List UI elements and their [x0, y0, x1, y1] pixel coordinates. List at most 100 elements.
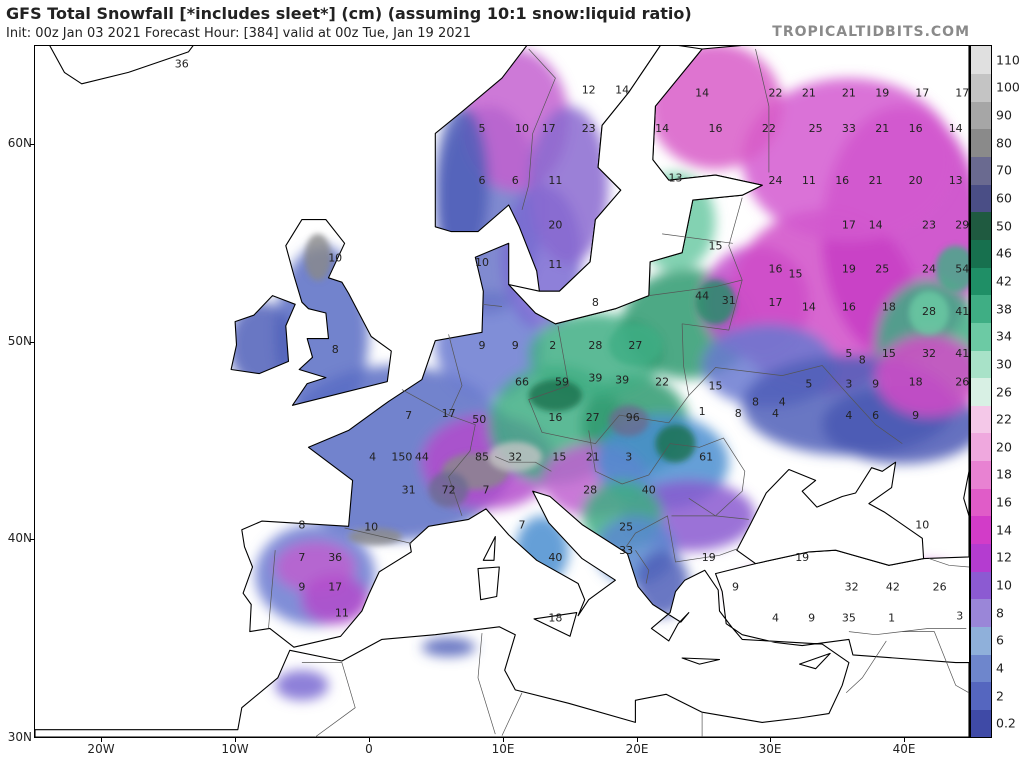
snow-amount-label: 10	[328, 251, 342, 264]
lat-label-60n: 60N	[7, 136, 32, 150]
lat-tick	[30, 144, 35, 145]
border-line	[845, 640, 887, 694]
snow-amount-label: 27	[586, 411, 600, 424]
snowfall-heavy-shading	[304, 233, 969, 546]
lon-tick	[369, 737, 370, 742]
snow-amount-label: 17	[542, 122, 556, 135]
colorbar-level-label: 22	[996, 411, 1012, 427]
snow-amount-label: 2	[549, 339, 556, 352]
snow-amount-label: 17	[915, 86, 929, 99]
snow-amount-label: 21	[802, 86, 816, 99]
lon-tick	[770, 737, 771, 742]
snow-amount-label: 6	[512, 174, 519, 187]
colorbar-level-label: 16	[996, 494, 1012, 510]
colorbar-segment	[971, 294, 991, 323]
colorbar-segment	[971, 515, 991, 544]
snow-amount-label: 11	[335, 607, 349, 620]
snow-amount-label: 19	[875, 86, 889, 99]
snow-amount-label: 8	[859, 353, 866, 366]
snow-amount-label: 9	[912, 409, 919, 422]
snow-amount-label: 31	[722, 294, 736, 307]
colorbar-level-label: 70	[996, 162, 1012, 178]
snow-amount-label: 40	[642, 483, 656, 496]
snow-amount-label: 3	[625, 451, 632, 464]
snow-amount-label: 14	[655, 122, 669, 135]
map-subtitle: Init: 00z Jan 03 2021 Forecast Hour: [38…	[6, 26, 472, 41]
snow-amount-label: 1	[699, 405, 706, 418]
snow-amount-label: 39	[588, 372, 602, 385]
colorbar-segment	[971, 405, 991, 434]
coastline	[482, 536, 496, 561]
coastline	[533, 612, 578, 637]
snow-amount-label: 9	[732, 581, 739, 594]
snow-amount-label: 42	[886, 581, 900, 594]
snow-amount-label: 14	[869, 218, 883, 231]
snow-amount-label: 15	[552, 451, 566, 464]
snow-amount-label: 40	[548, 551, 562, 564]
colorbar-level-label: 30	[996, 356, 1012, 372]
colorbar-segment	[971, 432, 991, 462]
colorbar-segment	[971, 709, 991, 738]
colorbar-level-label: 38	[996, 301, 1012, 317]
black-sea	[736, 461, 925, 566]
snow-amount-label: 25	[875, 263, 889, 276]
snow-amount-label: 4	[369, 451, 376, 464]
colorbar-segment	[971, 377, 991, 406]
border-line	[688, 365, 903, 444]
border-line	[301, 662, 356, 737]
snow-amount-label: 25	[809, 122, 823, 135]
snow-amount-label: 41	[955, 305, 969, 318]
border-line	[495, 456, 552, 472]
colorbar-segment	[971, 267, 991, 296]
snow-amount-label: 9	[298, 581, 305, 594]
snow-amount-label: 9	[512, 339, 519, 352]
snow-amount-label: 41	[955, 347, 969, 360]
border-line	[344, 527, 412, 544]
snow-amount-label: 17	[955, 86, 969, 99]
snow-amount-label: 14	[802, 301, 816, 314]
snow-amount-label: 7	[519, 519, 526, 532]
border-line	[481, 303, 503, 307]
snow-amount-label: 28	[922, 305, 936, 318]
snow-amount-label: 7	[483, 483, 490, 496]
colorbar-level-label: 18	[996, 466, 1012, 482]
snow-amount-label: 32	[508, 451, 522, 464]
snow-amount-label: 5	[479, 122, 486, 135]
colorbar-segment	[971, 46, 991, 75]
colorbar-segment	[971, 322, 991, 351]
snow-amount-label: 16	[909, 122, 923, 135]
lon-tick	[101, 737, 102, 742]
colorbar-segment	[971, 543, 991, 572]
coastline	[230, 295, 296, 375]
snow-amount-label: 4	[772, 611, 779, 624]
snow-amount-label: 16	[842, 301, 856, 314]
snowfall-map: 36 13 15 15 31 44 27 28 39 39 22 15 8 4 5 3 9 18 26 9 6 4 8 5 15…	[34, 45, 970, 738]
colorbar-segment	[971, 211, 991, 240]
snow-amount-label: 21	[586, 451, 600, 464]
colorbar-level-label: 34	[996, 328, 1012, 344]
snow-amount-label: 59	[555, 376, 569, 389]
border-line	[501, 692, 523, 736]
colorbar-level-label: 80	[996, 135, 1012, 151]
snow-amount-label: 18	[548, 611, 562, 624]
snow-amount-label: 14	[695, 86, 709, 99]
colorbar-level-label: 0.2	[996, 715, 1016, 731]
snow-amount-label: 20	[909, 174, 923, 187]
snow-amount-label: 3	[956, 610, 963, 623]
snow-amount-label: 25	[619, 520, 633, 533]
lat-label-30n: 30N	[7, 730, 32, 744]
snow-amount-label: 85	[475, 451, 489, 464]
colorbar-level-label: 8	[996, 605, 1004, 621]
snow-amount-label: 28	[588, 339, 602, 352]
snow-amount-label: 8	[735, 407, 742, 420]
snow-amount-label: 36	[328, 551, 342, 564]
snow-amount-label: 17	[442, 407, 456, 420]
lon-tick	[235, 737, 236, 742]
colorbar-level-label: 46	[996, 245, 1012, 261]
snow-amount-label: 11	[548, 174, 562, 187]
snow-amount-label: 26	[955, 376, 969, 389]
border-line	[625, 515, 739, 563]
coastline	[798, 652, 831, 670]
caspian-shore	[963, 471, 969, 517]
